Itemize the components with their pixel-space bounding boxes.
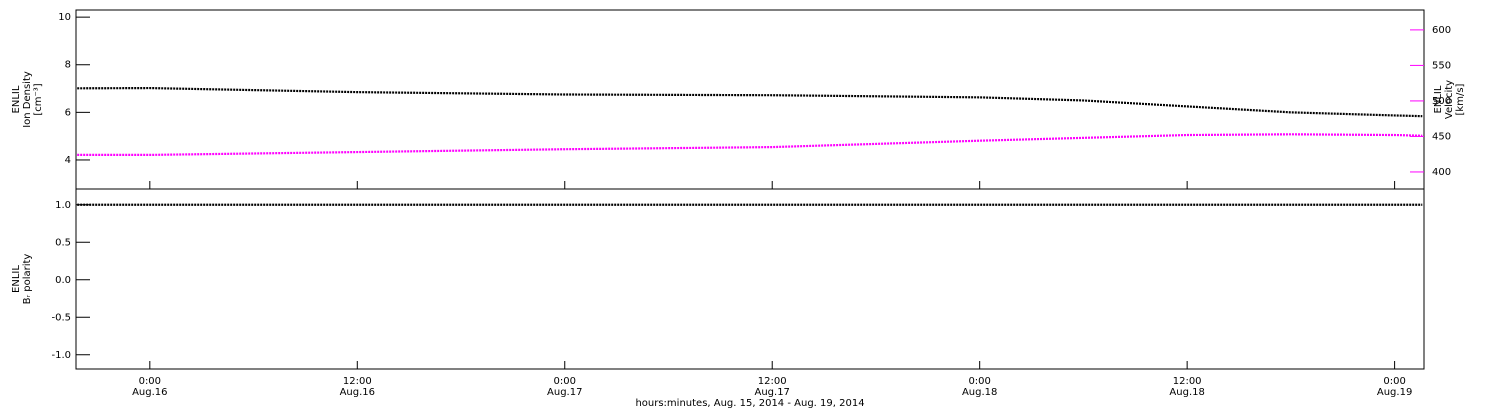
y-tick-label: 4 — [65, 155, 71, 166]
x-tick-label: Aug.16 — [132, 387, 167, 398]
y2-axis-label: Velocity — [1444, 80, 1455, 119]
y2-axis-label: ENLIL — [1433, 85, 1444, 113]
y-tick-label: 1.0 — [55, 200, 71, 211]
y2-tick-label: 600 — [1432, 25, 1451, 36]
x-tick-label: Aug.19 — [1377, 387, 1412, 398]
panel-frame — [75, 188, 1425, 370]
x-tick-label: Aug.17 — [547, 387, 582, 398]
data-line — [77, 133, 1423, 157]
x-tick-label: 12:00 — [1173, 376, 1202, 387]
x-tick-label: 0:00 — [554, 376, 576, 387]
y2-tick-label: 400 — [1432, 167, 1451, 178]
x-tick-label: Aug.18 — [962, 387, 997, 398]
x-tick-label: 12:00 — [758, 376, 787, 387]
y-axis-label: [cm⁻³] — [33, 83, 44, 115]
y2-tick-label: 500 — [1432, 96, 1451, 107]
y-tick-label: 0.5 — [55, 237, 71, 248]
y-axis-label: Ion Density — [22, 71, 33, 128]
y-tick-label: 6 — [65, 107, 71, 118]
data-line — [77, 86, 1423, 118]
x-axis-label: hours:minutes, Aug. 15, 2014 - Aug. 19, … — [635, 398, 864, 409]
x-tick-label: Aug.18 — [1169, 387, 1204, 398]
y-axis-label: ENLIL — [11, 265, 22, 293]
x-tick-label: 0:00 — [968, 376, 990, 387]
y-tick-label: -0.5 — [51, 312, 71, 323]
x-tick-label: 12:00 — [343, 376, 372, 387]
y-tick-label: 10 — [58, 12, 71, 23]
x-tick-label: Aug.16 — [340, 387, 375, 398]
y2-axis-label: [km/s] — [1455, 83, 1466, 115]
y-axis-label: Bᵣ polarity — [22, 254, 33, 305]
panel-frame — [75, 9, 1425, 190]
y-tick-label: 8 — [65, 60, 71, 71]
x-tick-label: 0:00 — [139, 376, 161, 387]
x-tick-label: Aug.17 — [754, 387, 789, 398]
y-tick-label: 0.0 — [55, 275, 71, 286]
y2-tick-label: 450 — [1432, 131, 1451, 142]
x-tick-label: 0:00 — [1383, 376, 1405, 387]
y2-tick-label: 550 — [1432, 60, 1451, 71]
y-axis-label: ENLIL — [11, 85, 22, 113]
y-tick-label: -1.0 — [51, 350, 71, 361]
